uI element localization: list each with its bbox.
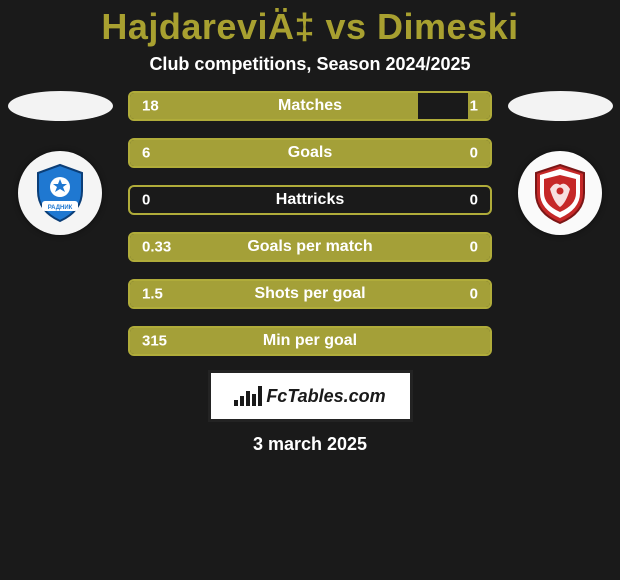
right-value: 0 — [470, 192, 478, 209]
left-value: 315 — [142, 333, 167, 350]
right-value: 0 — [470, 286, 478, 303]
stat-bar: 315 Min per goal — [128, 326, 492, 356]
right-team-column — [500, 91, 620, 235]
stat-bar: 0.33 Goals per match 0 — [128, 232, 492, 262]
right-value: 0 — [470, 145, 478, 162]
left-value: 6 — [142, 145, 150, 162]
left-value: 18 — [142, 98, 159, 115]
brand-text: FcTables.com — [266, 386, 385, 407]
brand-watermark: FcTables.com — [208, 370, 413, 422]
stat-bar: 0 Hattricks 0 — [128, 185, 492, 215]
stat-label: Matches — [278, 97, 342, 115]
stat-bar: 6 Goals 0 — [128, 138, 492, 168]
chart-icon — [234, 386, 262, 406]
stat-label: Goals — [288, 144, 332, 162]
comparison-infographic: HajdareviÄ‡ vs Dimeski Club competitions… — [0, 0, 620, 455]
right-value: 0 — [470, 239, 478, 256]
page-title: HajdareviÄ‡ vs Dimeski — [0, 6, 620, 48]
right-value: 1 — [470, 98, 478, 115]
stat-bar: 18 Matches 1 — [128, 91, 492, 121]
stat-label: Goals per match — [247, 238, 372, 256]
season-subtitle: Club competitions, Season 2024/2025 — [0, 54, 620, 75]
stat-label: Shots per goal — [254, 285, 365, 303]
shield-icon — [528, 161, 592, 225]
left-team-column: РАДНИК — [0, 91, 120, 235]
shield-icon: РАДНИК — [28, 161, 92, 225]
stat-label: Min per goal — [263, 332, 357, 350]
main-row: РАДНИК 18 Matches 1 6 Goals 0 0 Hattricks 0 0.33 G… — [0, 91, 620, 356]
left-oval-decoration — [8, 91, 113, 121]
stat-bar: 1.5 Shots per goal 0 — [128, 279, 492, 309]
stat-label: Hattricks — [276, 191, 344, 209]
left-team-badge: РАДНИК — [18, 151, 102, 235]
comparison-date: 3 march 2025 — [0, 434, 620, 455]
right-team-badge — [518, 151, 602, 235]
bar-fill-left — [130, 93, 418, 119]
svg-text:РАДНИК: РАДНИК — [48, 205, 73, 211]
stat-bars: 18 Matches 1 6 Goals 0 0 Hattricks 0 0.33 Goals pe… — [120, 91, 500, 356]
right-oval-decoration — [508, 91, 613, 121]
left-value: 1.5 — [142, 286, 163, 303]
left-value: 0 — [142, 192, 150, 209]
left-value: 0.33 — [142, 239, 171, 256]
